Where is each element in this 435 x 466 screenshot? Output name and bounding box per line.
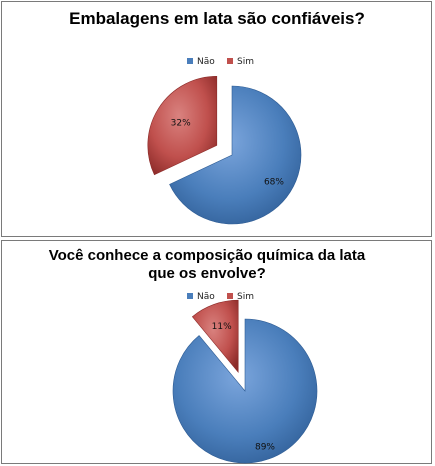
data-label-nao: 89% <box>255 443 275 453</box>
legend-swatch-sim <box>227 58 233 64</box>
legend-swatch-nao <box>187 293 193 299</box>
pie-slice-nao <box>169 85 302 225</box>
legend: Não Sim <box>187 292 254 302</box>
pie-slices <box>147 76 302 225</box>
data-label-nao: 68% <box>264 178 284 188</box>
chart-title-line-1: Você conhece a composição química da lat… <box>49 247 366 264</box>
pie-chart-1: Embalagens em lata são confiáveis? Não S… <box>69 9 365 225</box>
legend-swatch-sim <box>227 293 233 299</box>
pie-slice-nao <box>172 318 318 464</box>
legend-label-nao: Não <box>197 57 215 67</box>
legend-swatch-nao <box>187 58 193 64</box>
legend-label-sim: Sim <box>237 57 254 67</box>
data-label-sim: 32% <box>171 118 191 128</box>
chart-panel-2: Você conhece a composição química da lat… <box>1 240 432 464</box>
data-label-sim: 11% <box>212 322 232 332</box>
pie-slice-sim <box>147 76 218 176</box>
legend: Não Sim <box>187 57 254 67</box>
pie-chart-2: Você conhece a composição química da lat… <box>49 247 366 464</box>
chart-title-line-2: que os envolve? <box>148 265 266 282</box>
legend-label-sim: Sim <box>237 292 254 302</box>
chart-title: Embalagens em lata são confiáveis? <box>69 9 365 28</box>
legend-label-nao: Não <box>197 292 215 302</box>
pie-slices <box>172 299 318 464</box>
chart-panel-1: Embalagens em lata são confiáveis? Não S… <box>1 1 432 237</box>
pie-slice-sim <box>191 299 239 374</box>
